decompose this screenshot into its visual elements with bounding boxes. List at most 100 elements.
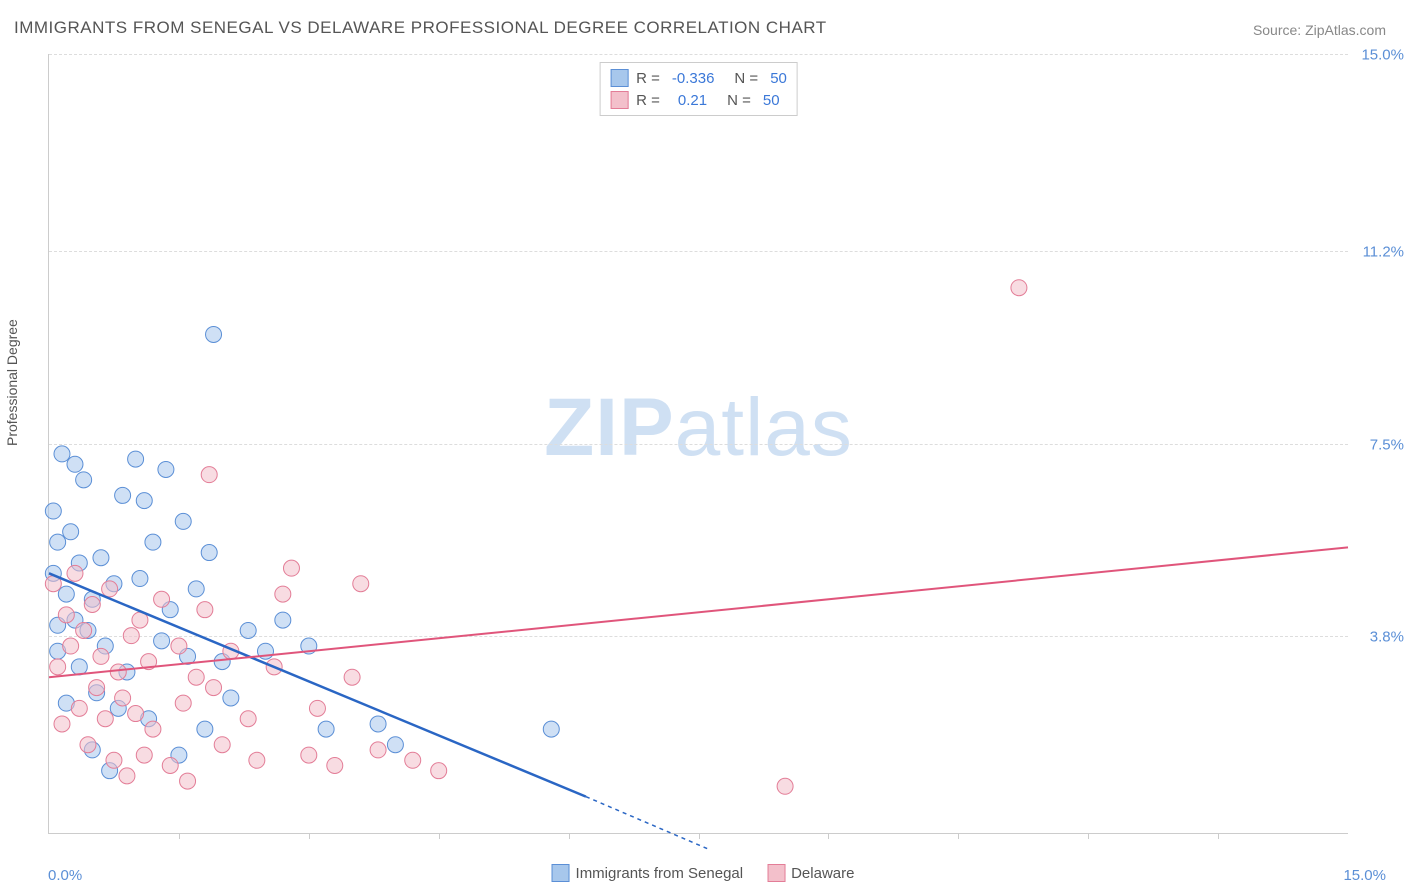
- chart-title: IMMIGRANTS FROM SENEGAL VS DELAWARE PROF…: [14, 18, 827, 38]
- legend-stats: R = -0.336 N = 50 R = 0.21 N = 50: [599, 62, 798, 116]
- data-point: [45, 503, 61, 519]
- data-point: [115, 690, 131, 706]
- data-point: [387, 737, 403, 753]
- data-point: [97, 711, 113, 727]
- data-point: [136, 747, 152, 763]
- legend-swatch-2: [767, 864, 785, 882]
- data-point: [54, 446, 70, 462]
- x-tick: [958, 833, 959, 839]
- data-point: [128, 451, 144, 467]
- data-point: [214, 737, 230, 753]
- data-point: [67, 456, 83, 472]
- legend-row-1: R = -0.336 N = 50: [610, 67, 787, 89]
- data-point: [128, 706, 144, 722]
- data-point: [115, 487, 131, 503]
- n-label-1: N =: [734, 70, 758, 87]
- x-tick: [1218, 833, 1219, 839]
- data-point: [197, 602, 213, 618]
- data-point: [171, 638, 187, 654]
- data-point: [145, 721, 161, 737]
- data-point: [309, 700, 325, 716]
- x-tick: [309, 833, 310, 839]
- data-point: [93, 648, 109, 664]
- data-point: [327, 757, 343, 773]
- data-point: [275, 612, 291, 628]
- data-point: [102, 581, 118, 597]
- data-point: [777, 778, 793, 794]
- data-point: [175, 695, 191, 711]
- data-point: [110, 664, 126, 680]
- data-point: [50, 659, 66, 675]
- y-tick-label: 11.2%: [1363, 244, 1404, 261]
- x-tick: [699, 833, 700, 839]
- x-tick: [439, 833, 440, 839]
- y-axis-label: Professional Degree: [4, 319, 20, 446]
- data-point: [71, 700, 87, 716]
- plot-area: ZIPatlas 3.8%7.5%11.2%15.0% R = -0.336 N…: [48, 54, 1348, 834]
- data-point: [50, 534, 66, 550]
- data-point: [119, 768, 135, 784]
- r-label-2: R =: [636, 92, 660, 109]
- y-tick-label: 3.8%: [1370, 628, 1404, 645]
- data-point: [353, 576, 369, 592]
- legend-label-2: Delaware: [791, 865, 854, 882]
- y-tick-label: 7.5%: [1370, 436, 1404, 453]
- n-value-1: 50: [770, 70, 787, 87]
- legend-swatch-1: [552, 864, 570, 882]
- legend-item-1: Immigrants from Senegal: [552, 864, 744, 882]
- data-point: [54, 716, 70, 732]
- data-point: [154, 633, 170, 649]
- data-point: [63, 524, 79, 540]
- data-point: [132, 571, 148, 587]
- legend-series: Immigrants from Senegal Delaware: [552, 864, 855, 882]
- trend-line-dashed: [586, 797, 707, 849]
- data-point: [206, 680, 222, 696]
- data-point: [123, 628, 139, 644]
- data-point: [106, 752, 122, 768]
- data-point: [76, 472, 92, 488]
- x-tick: [179, 833, 180, 839]
- data-point: [344, 669, 360, 685]
- data-point: [370, 716, 386, 732]
- data-point: [162, 757, 178, 773]
- data-point: [431, 763, 447, 779]
- legend-row-2: R = 0.21 N = 50: [610, 89, 787, 111]
- data-point: [188, 581, 204, 597]
- data-point: [175, 513, 191, 529]
- chart-container: IMMIGRANTS FROM SENEGAL VS DELAWARE PROF…: [0, 0, 1406, 892]
- data-point: [93, 550, 109, 566]
- data-point: [63, 638, 79, 654]
- r-label-1: R =: [636, 70, 660, 87]
- legend-label-1: Immigrants from Senegal: [576, 865, 744, 882]
- data-point: [58, 586, 74, 602]
- y-tick-label: 15.0%: [1361, 47, 1404, 64]
- data-point: [67, 565, 83, 581]
- x-tick: [1088, 833, 1089, 839]
- data-point: [370, 742, 386, 758]
- swatch-series-1: [610, 69, 628, 87]
- data-point: [275, 586, 291, 602]
- data-point: [145, 534, 161, 550]
- data-point: [405, 752, 421, 768]
- data-point: [240, 622, 256, 638]
- data-point: [80, 737, 96, 753]
- data-point: [197, 721, 213, 737]
- legend-item-2: Delaware: [767, 864, 854, 882]
- n-label-2: N =: [727, 92, 751, 109]
- data-point: [240, 711, 256, 727]
- scatter-plot-svg: [49, 54, 1348, 833]
- n-value-2: 50: [763, 92, 780, 109]
- r-value-2: 0.21: [678, 92, 707, 109]
- data-point: [188, 669, 204, 685]
- data-point: [1011, 280, 1027, 296]
- r-value-1: -0.336: [672, 70, 715, 87]
- data-point: [158, 461, 174, 477]
- x-axis-max-label: 15.0%: [1343, 867, 1386, 884]
- data-point: [89, 680, 105, 696]
- data-point: [154, 591, 170, 607]
- data-point: [58, 607, 74, 623]
- x-axis-min-label: 0.0%: [48, 867, 82, 884]
- trend-line: [49, 573, 586, 796]
- data-point: [136, 493, 152, 509]
- data-point: [206, 326, 222, 342]
